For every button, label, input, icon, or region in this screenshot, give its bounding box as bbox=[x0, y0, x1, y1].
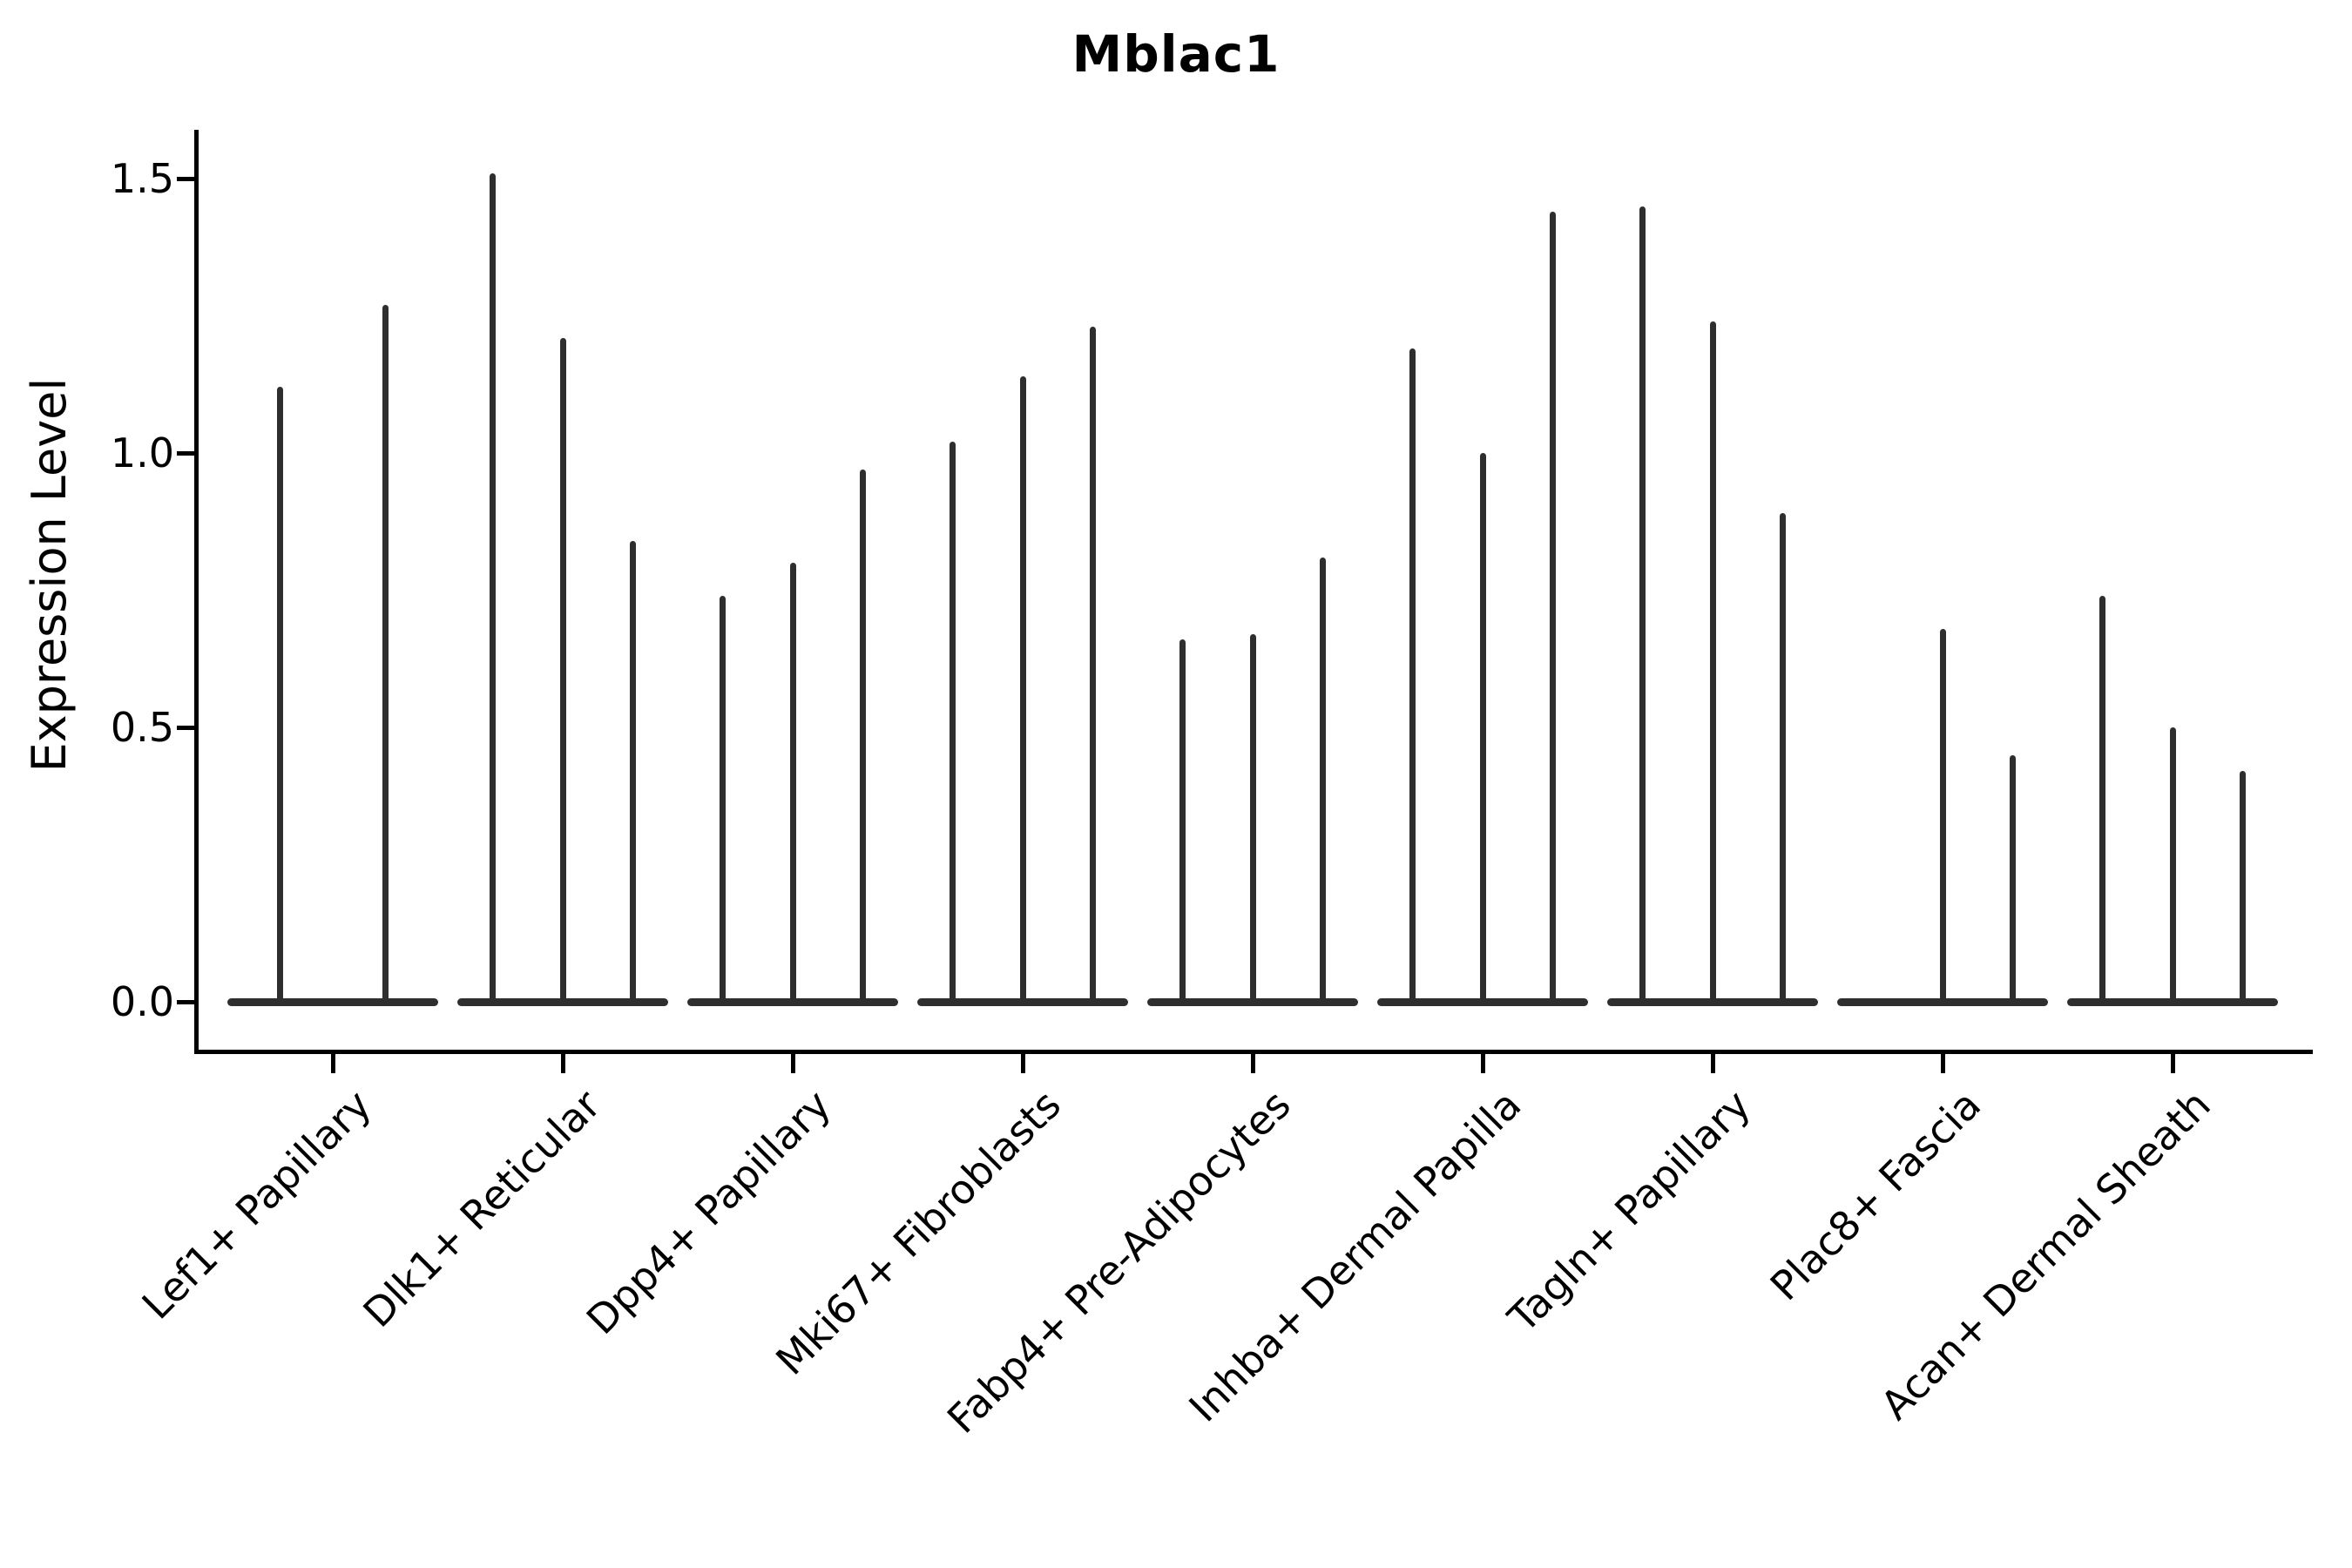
violin-spike bbox=[789, 563, 796, 1005]
violin-spike bbox=[1090, 327, 1097, 1005]
x-tick-mark bbox=[1941, 1054, 1945, 1073]
violin-spike bbox=[1550, 211, 1557, 1005]
x-tick-mark bbox=[791, 1054, 795, 1073]
y-tick-mark bbox=[177, 726, 194, 730]
violin-spike bbox=[277, 387, 283, 1005]
violin-baseline bbox=[227, 998, 438, 1006]
violin-spike bbox=[2010, 754, 2017, 1005]
x-tick-mark bbox=[1481, 1054, 1485, 1073]
plot-title: Mblac1 bbox=[1071, 24, 1281, 84]
x-tick-mark bbox=[1021, 1054, 1025, 1073]
violin-spike bbox=[1939, 628, 1946, 1005]
x-tick-label: Plac8+ Fascia bbox=[1761, 1080, 1990, 1310]
y-tick-label: 0.0 bbox=[110, 978, 174, 1025]
violin-spike bbox=[719, 595, 726, 1005]
x-axis-line bbox=[194, 1050, 2313, 1054]
violin-spike bbox=[1780, 513, 1787, 1005]
violin-spike bbox=[1409, 348, 1416, 1005]
violin-spike bbox=[559, 337, 566, 1005]
y-tick-label: 1.0 bbox=[110, 429, 174, 476]
violin-spike bbox=[2240, 771, 2247, 1005]
y-tick-mark bbox=[177, 1000, 194, 1004]
x-tick-label: Lef1+ Papillary bbox=[132, 1080, 381, 1328]
x-tick-label: Tagln+ Papillary bbox=[1499, 1080, 1761, 1342]
y-tick-mark bbox=[177, 177, 194, 181]
violin-spike bbox=[630, 540, 637, 1005]
x-tick-label: Dlk1+ Reticular bbox=[354, 1080, 611, 1337]
x-tick-mark bbox=[331, 1054, 335, 1073]
violin-spike bbox=[489, 172, 496, 1005]
y-tick-label: 0.5 bbox=[110, 704, 174, 751]
y-tick-mark bbox=[177, 451, 194, 456]
violin-spike bbox=[1709, 321, 1716, 1005]
y-tick-label: 1.5 bbox=[110, 155, 174, 202]
x-tick-label: Dpp4+ Papillary bbox=[577, 1080, 841, 1344]
violin-spike bbox=[1179, 639, 1186, 1005]
x-tick-mark bbox=[1251, 1054, 1255, 1073]
violin-spike bbox=[1639, 206, 1646, 1005]
x-tick-mark bbox=[561, 1054, 565, 1073]
violin-spike bbox=[1249, 633, 1256, 1005]
y-axis-label: Expression Level bbox=[22, 377, 77, 773]
violin-spike bbox=[2169, 727, 2176, 1005]
violin-spike bbox=[382, 304, 389, 1005]
x-tick-mark bbox=[1711, 1054, 1715, 1073]
violin-spike bbox=[2099, 595, 2105, 1005]
x-tick-mark bbox=[2171, 1054, 2175, 1073]
violin-spike bbox=[1479, 453, 1486, 1005]
violin-spike bbox=[1320, 557, 1327, 1005]
violin-spike bbox=[949, 442, 956, 1005]
y-axis-line bbox=[194, 130, 199, 1054]
violin-spike bbox=[1019, 375, 1026, 1005]
violin-spike bbox=[860, 469, 867, 1005]
